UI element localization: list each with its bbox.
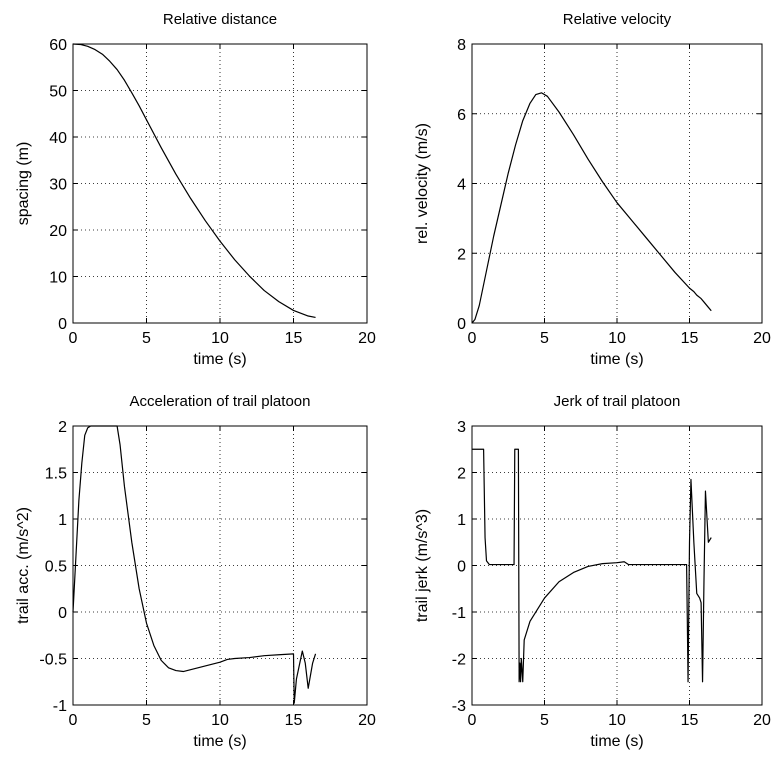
x-tick-label: 0 (69, 330, 78, 347)
y-tick-label: -2 (452, 652, 466, 669)
y-tick-label: -0.5 (39, 652, 67, 669)
y-tick-label: 1 (457, 512, 466, 529)
y-tick-label: 50 (49, 84, 67, 101)
subplot-3: 0 5 10 15 20 -1 -0.5 0 0.5 1 1.5 2 Acceleration of t… (15, 393, 376, 750)
x-axis-label: time (s) (590, 351, 643, 368)
x-tick-label: 20 (753, 712, 771, 729)
subplot-4: 0 5 10 15 20 -3 -2 -1 0 1 2 3 Jerk of trail platoon t… (414, 393, 771, 750)
y-tick-label: 10 (49, 270, 67, 287)
y-axis-label: spacing (m) (15, 142, 32, 226)
x-tick-label: 0 (69, 712, 78, 729)
series-line (472, 448, 712, 683)
x-tick-label: 15 (285, 330, 303, 347)
y-tick-label: 0 (457, 316, 466, 333)
subplot-2: 0 5 10 15 20 0 2 4 6 8 Relative velocity time (s) re… (414, 11, 771, 368)
y-tick-label: -1 (452, 605, 466, 622)
subplot-title: Relative distance (163, 11, 277, 28)
x-tick-label: 0 (468, 330, 477, 347)
y-tick-label: 30 (49, 177, 67, 194)
y-tick-label: 2 (58, 419, 67, 436)
x-tick-label: 5 (142, 712, 151, 729)
y-tick-label: 6 (457, 107, 466, 124)
x-tick-label: 5 (142, 330, 151, 347)
y-axis-label: rel. velocity (m/s) (414, 123, 431, 244)
y-axis-label: trail acc. (m/s^2) (15, 507, 32, 624)
y-tick-label: -1 (53, 698, 67, 715)
y-tick-label: -3 (452, 698, 466, 715)
y-tick-label: 20 (49, 223, 67, 240)
series-line (72, 425, 317, 704)
y-tick-label: 8 (457, 37, 466, 54)
x-tick-label: 15 (285, 712, 303, 729)
x-axis-label: time (s) (193, 733, 246, 750)
x-tick-label: 15 (681, 330, 699, 347)
y-tick-label: 4 (457, 177, 466, 194)
y-tick-label: 1 (58, 512, 67, 529)
subplot-title: Acceleration of trail platoon (130, 393, 311, 410)
x-tick-label: 5 (540, 712, 549, 729)
y-tick-label: 0.5 (45, 559, 67, 576)
x-axis-label: time (s) (590, 733, 643, 750)
x-tick-label: 20 (753, 330, 771, 347)
y-tick-label: 1.5 (45, 466, 67, 483)
x-tick-label: 20 (358, 330, 376, 347)
x-tick-label: 10 (211, 330, 229, 347)
y-tick-label: 40 (49, 130, 67, 147)
series-line (72, 43, 316, 319)
y-tick-label: 2 (457, 466, 466, 483)
x-tick-label: 5 (540, 330, 549, 347)
x-tick-label: 20 (358, 712, 376, 729)
x-axis-label: time (s) (193, 351, 246, 368)
subplot-title: Relative velocity (563, 11, 672, 28)
y-tick-label: 0 (457, 559, 466, 576)
series-line (471, 92, 712, 324)
subplot-1: 0 5 10 15 20 0 10 20 30 40 50 60 Relative distance ti… (15, 11, 376, 368)
x-tick-label: 15 (681, 712, 699, 729)
subplot-title: Jerk of trail platoon (554, 393, 681, 410)
x-tick-label: 0 (468, 712, 477, 729)
y-axis-label: trail jerk (m/s^3) (414, 509, 431, 622)
y-tick-label: 60 (49, 37, 67, 54)
y-tick-label: 0 (58, 605, 67, 622)
y-tick-label: 2 (457, 246, 466, 263)
x-tick-label: 10 (608, 712, 626, 729)
y-tick-label: 0 (58, 316, 67, 333)
x-tick-label: 10 (211, 712, 229, 729)
x-tick-label: 10 (608, 330, 626, 347)
y-tick-label: 3 (457, 419, 466, 436)
